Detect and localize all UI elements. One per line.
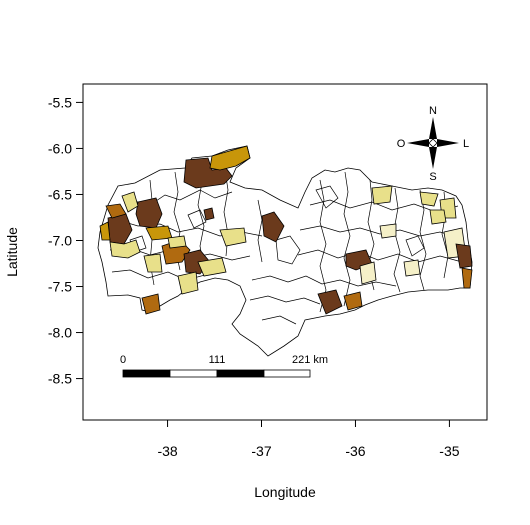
municipality-orange-5	[461, 267, 473, 289]
region-outline	[97, 145, 473, 357]
x-tick-label: -37	[251, 443, 271, 459]
compass-needle-east	[437, 139, 459, 147]
municipality-dark-6	[261, 211, 285, 243]
compass-label-west: O	[397, 138, 406, 150]
colored-municipalities	[99, 145, 473, 315]
municipality-dark-5	[203, 207, 215, 221]
compass-needle-west	[407, 139, 429, 147]
municipality-orange-4	[343, 291, 363, 311]
y-tick-label: -6.5	[48, 186, 72, 202]
compass-needle-south	[429, 147, 437, 169]
municipality-yellow-4	[167, 235, 187, 249]
y-tick-label: -8.5	[48, 371, 72, 387]
municipality-yellow-3	[143, 253, 163, 273]
y-tick-label: -8.0	[48, 325, 72, 341]
municipality-yellow-2	[121, 191, 139, 213]
municipality-yellow-9	[419, 191, 439, 207]
municipality-light-4	[403, 259, 421, 277]
y-tick-label: -7.5	[48, 279, 72, 295]
scale-segment-4	[263, 369, 311, 378]
x-tick-label: -36	[345, 443, 365, 459]
scale-bar: 0 111 221 km	[120, 354, 328, 378]
scale-segment-1	[122, 369, 171, 378]
compass-label-south: S	[429, 171, 436, 183]
municipality-yellow-5	[177, 271, 199, 295]
compass-center	[428, 138, 438, 148]
y-axis: -5.5 -6.0 -6.5 -7.0 -7.5 -8.0 -8.5	[48, 94, 83, 387]
municipality-yellow-8	[371, 185, 393, 205]
scale-segment-2	[169, 369, 218, 378]
municipality-yellow-6	[219, 227, 247, 247]
x-tick-label: -35	[439, 443, 459, 459]
municipality-gold-2	[99, 221, 111, 241]
x-tick-label: -38	[157, 443, 177, 459]
municipality-gold-1	[209, 145, 251, 171]
municipality-dark-2	[135, 197, 163, 229]
y-axis-label: Latitude	[4, 227, 20, 277]
plot-frame	[82, 83, 488, 421]
x-axis: -38 -37 -36 -35	[157, 420, 460, 459]
scale-label-111: 111	[209, 354, 226, 366]
y-tick-label: -6.0	[48, 140, 72, 156]
scale-label-221: 221 km	[292, 354, 328, 366]
municipality-yellow-11	[429, 209, 447, 225]
municipality-dark-9	[455, 243, 473, 269]
y-tick-label: -5.5	[48, 94, 72, 110]
municipality-light-3	[379, 223, 397, 239]
municipality-yellow-7	[197, 257, 227, 277]
compass-label-east: L	[463, 138, 469, 150]
municipality-yellow-1	[109, 239, 141, 259]
municipality-dark-8	[317, 289, 343, 315]
scale-label-0: 0	[120, 354, 126, 366]
municipality-light-1	[359, 261, 377, 285]
y-tick-label: -7.0	[48, 232, 72, 248]
municipality-dark-1	[183, 157, 233, 189]
compass-label-north: N	[429, 105, 437, 117]
scale-segment-3	[216, 369, 265, 378]
x-axis-label: Longitude	[254, 484, 316, 500]
region-map	[97, 145, 473, 357]
compass-needle-north	[429, 117, 437, 139]
municipality-orange-3	[141, 293, 161, 315]
compass-rose: N S O L	[397, 105, 469, 183]
municipality-orange-1	[105, 203, 127, 219]
